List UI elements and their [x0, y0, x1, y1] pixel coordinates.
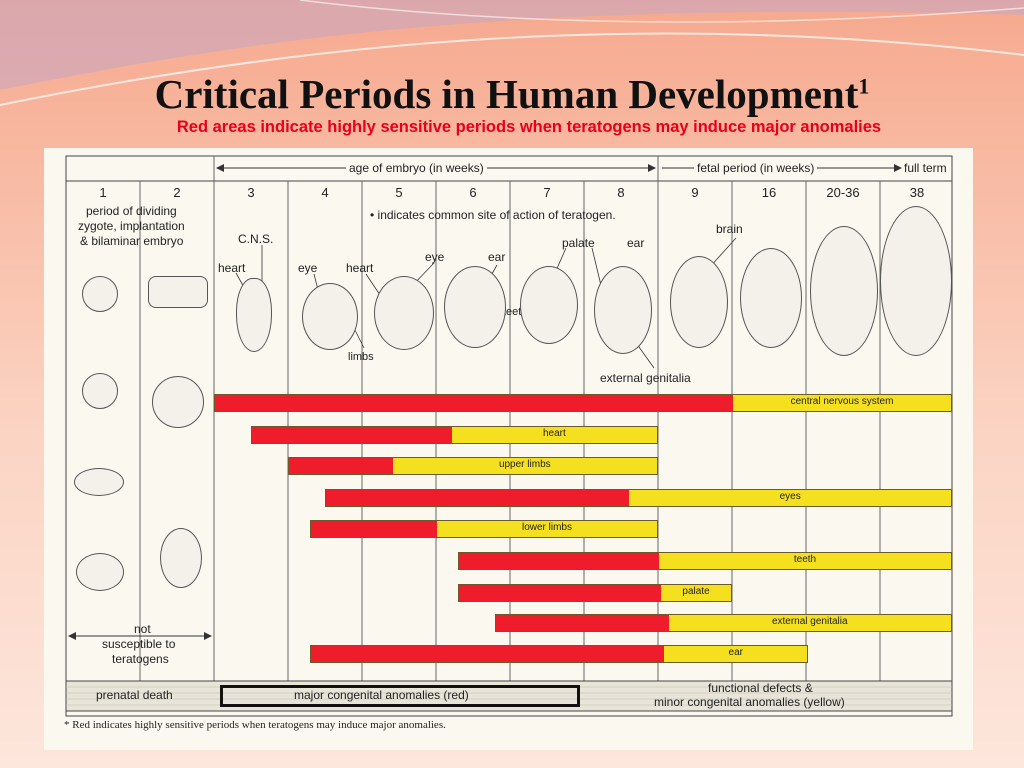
embryo-week4-illustration — [302, 283, 358, 350]
sensitivity-bar: palate — [458, 584, 732, 602]
slide-subtitle: Red areas indicate highly sensitive peri… — [176, 118, 882, 136]
header-swoosh — [0, 0, 1024, 106]
red-sensitive-segment — [311, 521, 437, 537]
fetus-week20-36-illustration — [810, 226, 878, 356]
sensitivity-bar: upper limbs — [288, 457, 658, 475]
implantation-illustration — [76, 553, 124, 591]
week-header: 9 — [691, 185, 699, 200]
site-label-ear: ear — [488, 250, 506, 264]
week-header: 4 — [321, 185, 329, 200]
yellow-minor-segment — [733, 395, 951, 411]
red-sensitive-segment — [289, 458, 393, 474]
bar-label: external genitalia — [771, 616, 848, 627]
slide-title: Critical Periods in Human Development1 — [154, 71, 870, 117]
age-embryo-label: age of embryo (in weeks) — [346, 161, 487, 175]
red-sensitive-segment — [311, 646, 665, 662]
week-header: 2 — [173, 185, 181, 200]
bar-label: teeth — [793, 554, 817, 565]
red-sensitive-segment — [215, 395, 733, 411]
sensitivity-bar: external genitalia — [495, 614, 952, 632]
red-sensitive-segment — [496, 615, 669, 631]
critical-periods-diagram: age of embryo (in weeks) fetal period (i… — [44, 148, 973, 750]
bar-label: eyes — [779, 491, 801, 502]
site-label-heart: heart — [346, 261, 374, 275]
sensitivity-bar: heart — [251, 426, 658, 444]
week-header: 1 — [99, 185, 107, 200]
site-label-eye: eye — [298, 261, 318, 275]
prenatal-death-label: prenatal death — [96, 688, 173, 702]
bar-label: palate — [682, 586, 710, 597]
week-header: 6 — [469, 185, 477, 200]
yellow-minor-segment — [664, 646, 808, 662]
embryo-week5-illustration — [374, 276, 434, 350]
footnote: * Red indicates highly sensitive periods… — [64, 719, 446, 731]
morula-illustration — [82, 373, 118, 409]
fetal-period-label: fetal period (in weeks) — [694, 161, 818, 175]
yellow-minor-segment — [436, 521, 657, 537]
site-label-palate: palate — [562, 236, 595, 250]
title-superscript: 1 — [858, 73, 870, 99]
fetus-week16-illustration — [740, 248, 802, 348]
full-term-label: full term — [904, 161, 947, 175]
sensitivity-bar: central nervous system — [214, 394, 952, 412]
chorionic-sac-illustration — [160, 528, 202, 588]
fetus-week9-illustration — [670, 256, 728, 348]
bar-label: ear — [728, 647, 743, 658]
major-anomalies-label: major congenital anomalies (red) — [294, 688, 469, 702]
bar-label: upper limbs — [498, 459, 551, 470]
red-sensitive-segment — [459, 585, 662, 601]
site-label-eye: eye — [425, 250, 445, 264]
zygote-illustration — [82, 276, 118, 312]
yellow-minor-segment — [658, 553, 951, 569]
sensitivity-bar: eyes — [325, 489, 952, 507]
site-label-external-genitalia: external genitalia — [600, 371, 691, 385]
implanted-embryo-illustration — [152, 376, 204, 428]
yellow-minor-segment — [392, 458, 657, 474]
major-anomalies-box — [220, 685, 580, 707]
yellow-minor-segment — [629, 490, 951, 506]
sensitivity-bar: teeth — [458, 552, 952, 570]
embryo-week6-illustration — [444, 266, 506, 348]
not-susceptible-line: susceptible to — [102, 637, 176, 651]
period-dividing-line: & bilaminar embryo — [80, 234, 184, 248]
site-label-cns: C.N.S. — [238, 232, 274, 246]
sensitivity-bar: ear — [310, 645, 809, 663]
week-header: 3 — [247, 185, 255, 200]
bar-label: central nervous system — [790, 396, 894, 407]
not-susceptible-line: not — [134, 622, 151, 636]
site-label-ear: ear — [627, 236, 645, 250]
week-header: 8 — [617, 185, 625, 200]
indicates-note: • indicates common site of action of ter… — [370, 208, 616, 222]
period-dividing-line: period of dividing — [86, 204, 177, 218]
period-dividing-line: zygote, implantation — [78, 219, 185, 233]
blastocyst-illustration — [74, 468, 124, 496]
bilaminar-illustration — [148, 276, 208, 308]
yellow-minor-segment — [661, 585, 731, 601]
functional-defects-line: minor congenital anomalies (yellow) — [654, 695, 845, 709]
fetus-week38-illustration — [880, 206, 952, 356]
embryo-week7-illustration — [520, 266, 578, 344]
red-sensitive-segment — [252, 427, 452, 443]
bar-label: lower limbs — [521, 522, 572, 533]
week-header: 5 — [395, 185, 403, 200]
sensitivity-bar: lower limbs — [310, 520, 658, 538]
week-header: 16 — [761, 185, 777, 200]
embryo-week3-illustration — [236, 278, 272, 352]
site-label-limbs: limbs — [348, 351, 374, 363]
yellow-minor-segment — [451, 427, 657, 443]
functional-defects-line: functional defects & — [708, 681, 813, 695]
bar-label: heart — [543, 428, 566, 439]
week-header: 38 — [909, 185, 925, 200]
not-susceptible-line: teratogens — [112, 652, 169, 666]
week-header: 20-36 — [826, 185, 860, 200]
yellow-minor-segment — [668, 615, 951, 631]
embryo-week8-illustration — [594, 266, 652, 354]
red-sensitive-segment — [459, 553, 659, 569]
site-label-brain: brain — [716, 222, 743, 236]
red-sensitive-segment — [326, 490, 630, 506]
week-header: 7 — [543, 185, 551, 200]
site-label-heart: heart — [218, 261, 246, 275]
